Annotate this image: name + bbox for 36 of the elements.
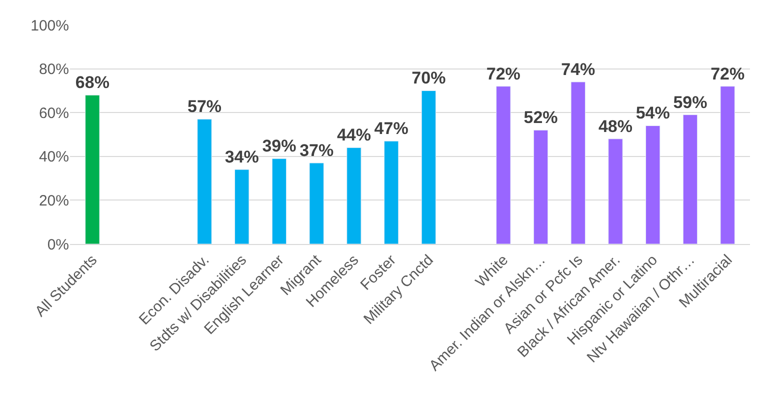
data-label: 59%: [673, 92, 708, 112]
bar: [533, 130, 548, 244]
data-label: 48%: [598, 116, 633, 136]
bar: [608, 138, 623, 244]
data-label: 72%: [710, 64, 745, 84]
bar: [272, 158, 287, 244]
data-label: 39%: [262, 136, 296, 156]
y-tick-label: 100%: [30, 17, 69, 34]
data-label: 72%: [486, 64, 520, 84]
data-label: 47%: [374, 119, 408, 138]
bar: [646, 125, 660, 244]
bar: [496, 86, 511, 244]
bar: [234, 169, 250, 244]
y-tick-label: 60%: [38, 104, 69, 122]
data-label: 57%: [187, 97, 222, 116]
bar: [346, 147, 362, 244]
y-tick-label: 0%: [47, 236, 69, 254]
data-label: 37%: [300, 140, 334, 160]
bar: [197, 118, 212, 244]
bar: [384, 140, 399, 244]
data-label: 52%: [524, 108, 558, 128]
bar: [85, 94, 100, 244]
bar: [309, 162, 324, 244]
data-label: 34%: [224, 148, 259, 167]
data-label: 70%: [412, 68, 446, 88]
bar: [421, 90, 436, 244]
y-tick-label: 40%: [38, 148, 69, 166]
data-label: 44%: [336, 126, 371, 145]
data-label: 68%: [75, 73, 110, 92]
bar: [682, 114, 698, 244]
bar: [570, 82, 586, 244]
y-tick-label: 80%: [38, 61, 69, 78]
data-label: 74%: [561, 60, 596, 79]
data-label: 54%: [636, 104, 670, 123]
bar: [720, 86, 735, 244]
y-tick-label: 20%: [38, 192, 69, 210]
